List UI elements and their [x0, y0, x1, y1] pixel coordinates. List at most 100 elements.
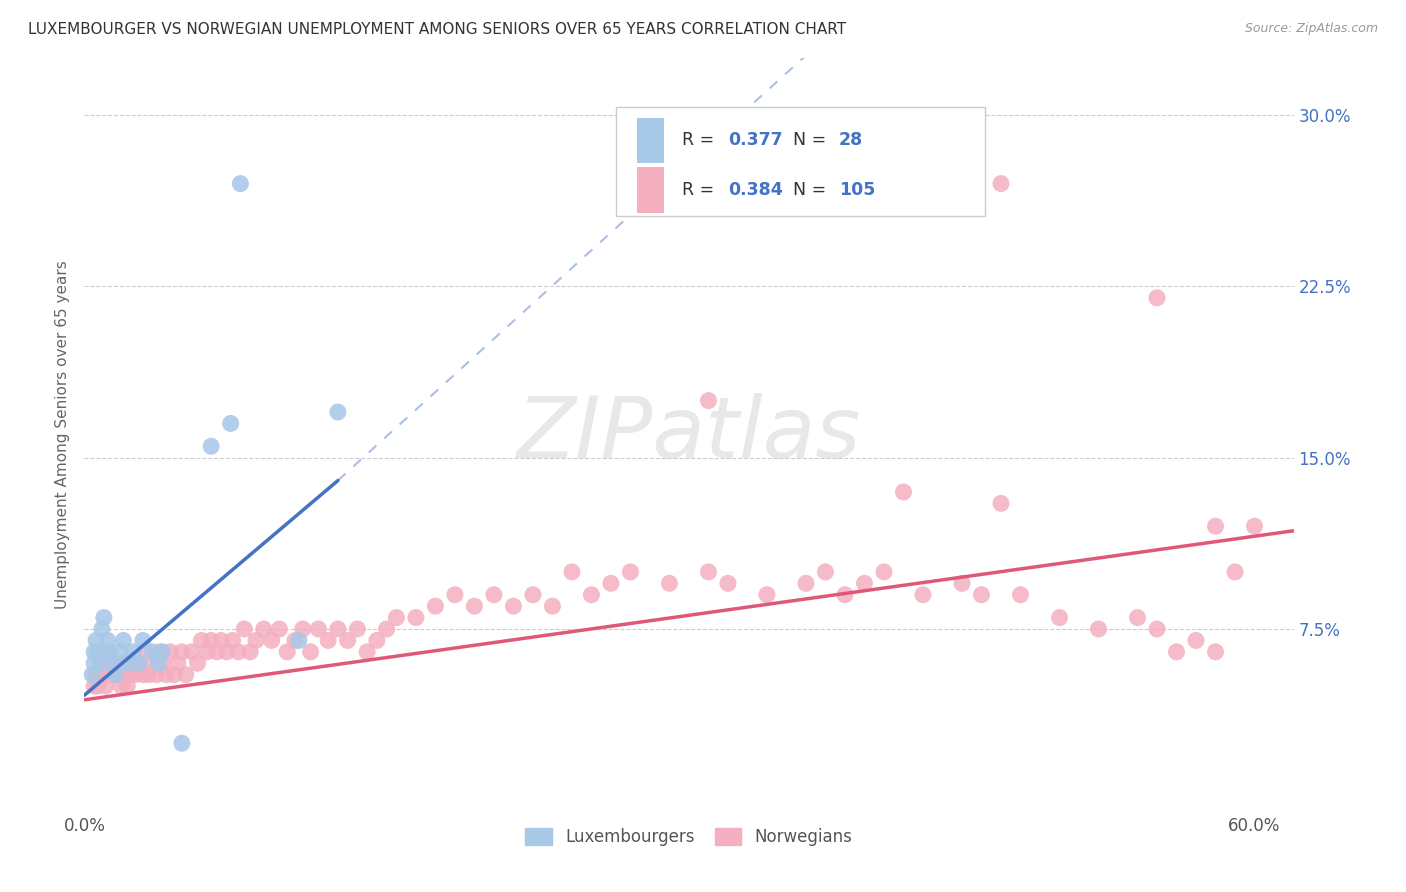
Text: 105: 105: [839, 181, 876, 199]
Point: [755, 588, 778, 602]
Point: [98, 645, 121, 659]
Point: [522, 588, 544, 602]
Point: [117, 657, 139, 671]
Point: [170, 645, 193, 659]
Point: [288, 633, 311, 648]
Point: [89, 657, 111, 671]
Point: [159, 645, 181, 659]
Point: [253, 622, 276, 636]
Text: Source: ZipAtlas.com: Source: ZipAtlas.com: [1244, 22, 1378, 36]
Point: [990, 177, 1012, 191]
Point: [148, 657, 170, 671]
Point: [128, 657, 150, 671]
Point: [463, 599, 485, 614]
Point: [90, 622, 112, 636]
Point: [87, 645, 110, 659]
Point: [893, 177, 915, 191]
Point: [600, 576, 623, 591]
FancyBboxPatch shape: [616, 107, 986, 216]
Point: [1126, 610, 1149, 624]
Point: [150, 645, 173, 659]
Point: [1049, 610, 1071, 624]
Point: [911, 588, 934, 602]
Point: [405, 610, 427, 624]
Text: LUXEMBOURGER VS NORWEGIAN UNEMPLOYMENT AMONG SENIORS OVER 65 YEARS CORRELATION C: LUXEMBOURGER VS NORWEGIAN UNEMPLOYMENT A…: [28, 22, 846, 37]
Point: [853, 576, 876, 591]
Point: [84, 633, 107, 648]
Point: [108, 645, 131, 659]
Point: [245, 633, 267, 648]
Point: [83, 657, 105, 671]
Point: [219, 417, 242, 431]
Point: [94, 679, 117, 693]
Point: [482, 588, 505, 602]
Point: [717, 576, 740, 591]
Bar: [637, 118, 664, 163]
Point: [697, 565, 720, 579]
Text: 0.384: 0.384: [728, 181, 782, 199]
Point: [134, 645, 156, 659]
Text: N =: N =: [793, 181, 832, 199]
Text: 0.377: 0.377: [728, 131, 782, 149]
Point: [104, 667, 127, 681]
Point: [425, 599, 447, 614]
Point: [132, 633, 155, 648]
Point: [150, 657, 173, 671]
Point: [104, 667, 127, 681]
Point: [103, 657, 125, 671]
Point: [366, 633, 388, 648]
Point: [619, 565, 641, 579]
Point: [697, 393, 720, 408]
Point: [145, 667, 167, 681]
Point: [100, 667, 122, 681]
Point: [174, 667, 197, 681]
Point: [228, 645, 250, 659]
Text: R =: R =: [682, 181, 720, 199]
Point: [149, 645, 172, 659]
Text: R =: R =: [682, 131, 720, 149]
Point: [239, 645, 262, 659]
Point: [97, 667, 120, 681]
Y-axis label: Unemployment Among Seniors over 65 years: Unemployment Among Seniors over 65 years: [55, 260, 70, 609]
Point: [117, 679, 139, 693]
Point: [316, 633, 339, 648]
Point: [89, 667, 111, 681]
Point: [502, 599, 524, 614]
Point: [84, 667, 107, 681]
Point: [221, 633, 243, 648]
Point: [205, 645, 228, 659]
Point: [112, 633, 135, 648]
Point: [260, 633, 283, 648]
Point: [1010, 588, 1032, 602]
Point: [215, 645, 238, 659]
Point: [299, 645, 322, 659]
Point: [122, 657, 145, 671]
Legend: Luxembourgers, Norwegians: Luxembourgers, Norwegians: [519, 821, 859, 853]
Point: [873, 565, 896, 579]
Point: [200, 439, 222, 453]
Point: [1205, 645, 1227, 659]
Point: [1205, 519, 1227, 533]
Point: [1223, 565, 1246, 579]
Point: [1146, 622, 1168, 636]
Point: [93, 667, 115, 681]
Point: [112, 657, 135, 671]
Text: N =: N =: [793, 131, 832, 149]
Text: 28: 28: [839, 131, 863, 149]
Point: [233, 622, 256, 636]
Point: [561, 565, 583, 579]
Point: [950, 576, 973, 591]
Point: [118, 667, 141, 681]
Point: [307, 622, 329, 636]
Point: [155, 667, 177, 681]
Point: [82, 667, 104, 681]
Point: [581, 588, 603, 602]
Point: [444, 588, 467, 602]
Point: [114, 667, 136, 681]
Point: [190, 633, 212, 648]
Point: [170, 736, 193, 750]
Point: [1185, 633, 1208, 648]
Bar: [637, 168, 664, 212]
Point: [93, 610, 115, 624]
Point: [110, 679, 132, 693]
